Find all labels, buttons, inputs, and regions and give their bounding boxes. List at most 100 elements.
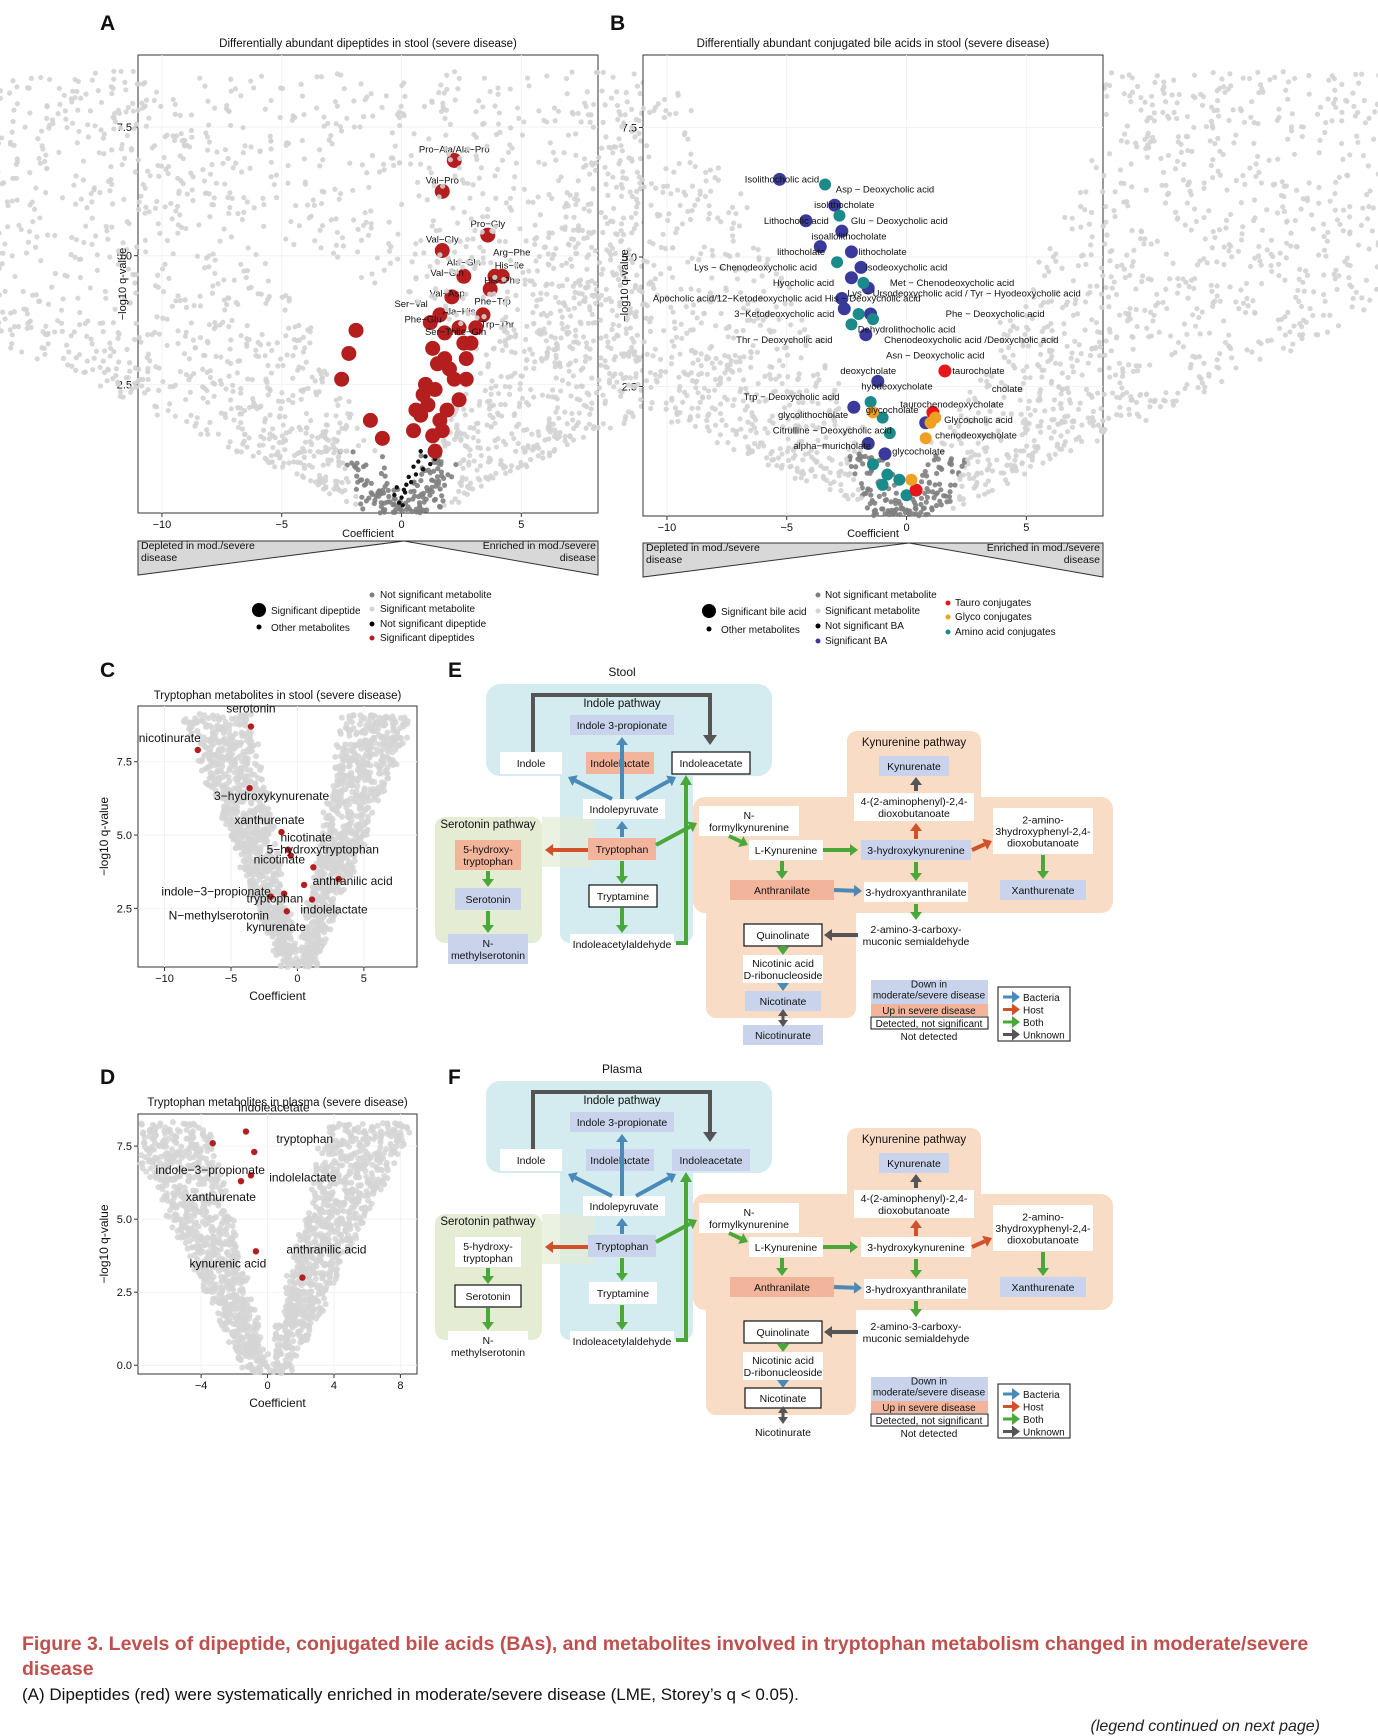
volcano-point (1374, 286, 1378, 292)
volcano-point (186, 356, 192, 362)
volcano-point (503, 314, 509, 320)
other-metabolite-point (413, 472, 419, 477)
volcano-point (611, 384, 617, 390)
volcano-point (610, 219, 616, 225)
volcano-point (310, 197, 316, 203)
volcano-point (1048, 356, 1054, 362)
volcano-point (465, 146, 471, 152)
volcano-point (483, 352, 489, 358)
volcano-point (286, 298, 292, 304)
volcano-nonsig-point (948, 482, 954, 488)
volcano-point (516, 403, 522, 410)
volcano-point (169, 303, 175, 309)
volcano-point (469, 486, 476, 492)
volcano-point (1346, 231, 1353, 237)
volcano-point (291, 241, 297, 248)
volcano-point (304, 425, 310, 431)
y-axis-label-a: −log10 q-value (117, 248, 129, 320)
volcano-point (215, 281, 221, 287)
volcano-point (1128, 99, 1134, 105)
volcano-point (780, 363, 786, 369)
volcano-point (125, 104, 132, 111)
volcano-point (1076, 342, 1082, 348)
volcano-point (328, 457, 334, 463)
volcano-point (1300, 279, 1306, 286)
volcano-point (296, 223, 303, 229)
volcano-point (1279, 179, 1285, 185)
volcano-point (206, 122, 212, 128)
volcano-point (1129, 184, 1135, 190)
volcano-point (667, 265, 673, 271)
volcano-point (695, 405, 701, 411)
volcano-point (1130, 346, 1136, 352)
volcano-point (115, 335, 121, 341)
volcano-point (544, 350, 551, 356)
volcano-point (1217, 298, 1223, 304)
volcano-point (1148, 333, 1155, 339)
volcano-nonsig-point (924, 473, 930, 479)
legend-sig-dipeptide: Significant dipeptide (271, 606, 361, 617)
volcano-nonsig-point (918, 479, 925, 485)
volcano-point (507, 86, 513, 92)
volcano-point (6, 90, 13, 96)
volcano-point (166, 275, 172, 281)
volcano-point (190, 337, 196, 343)
volcano-point (657, 373, 663, 379)
volcano-point (618, 142, 624, 149)
volcano-point (1138, 107, 1144, 113)
volcano-point (1204, 260, 1210, 266)
volcano-point (669, 397, 675, 403)
volcano-point (706, 210, 713, 217)
volcano-point (13, 161, 20, 168)
volcano-point (584, 254, 590, 260)
volcano-point (602, 400, 608, 407)
volcano-point (1287, 329, 1293, 335)
volcano-point (994, 457, 1000, 463)
volcano-point (175, 230, 181, 236)
volcano-point (557, 308, 563, 314)
volcano-point (1032, 407, 1038, 414)
volcano-point (239, 216, 245, 223)
volcano-point (652, 276, 658, 282)
volcano-point (603, 286, 609, 292)
volcano-point (1175, 339, 1182, 346)
volcano-point (569, 263, 575, 269)
volcano-point (278, 406, 284, 412)
volcano-point (1102, 203, 1109, 210)
volcano-point (14, 101, 20, 107)
volcano-point (1202, 236, 1208, 242)
volcano-point (1361, 97, 1367, 104)
volcano-point (476, 175, 482, 181)
volcano-point (1138, 95, 1144, 101)
volcano-point (471, 131, 477, 138)
volcano-point (1002, 477, 1009, 483)
volcano-point (169, 216, 175, 222)
volcano-point (572, 131, 579, 137)
volcano-point (222, 411, 228, 417)
volcano-point (533, 258, 539, 264)
volcano-point (303, 410, 310, 417)
volcano-point (449, 499, 455, 505)
volcano-nonsig-point (381, 465, 387, 471)
volcano-point (485, 364, 491, 370)
volcano-point (509, 463, 515, 469)
volcano-point (416, 193, 422, 199)
volcano-point (1108, 70, 1115, 76)
volcano-point (162, 204, 168, 210)
volcano-point (0, 141, 2, 146)
volcano-point (1022, 425, 1028, 431)
volcano-point (1165, 113, 1171, 119)
volcano-point (1210, 303, 1216, 309)
volcano-point (495, 85, 501, 91)
volcano-point (1340, 156, 1346, 162)
volcano-point (238, 261, 244, 267)
volcano-point (1098, 265, 1105, 271)
volcano-nonsig-point (439, 493, 445, 499)
volcano-point (1029, 457, 1035, 463)
volcano-point (170, 251, 176, 257)
volcano-point (589, 311, 595, 317)
volcano-nonsig-point (429, 484, 435, 490)
volcano-point (570, 417, 576, 423)
volcano-point (1139, 278, 1145, 285)
volcano-point (476, 402, 482, 408)
